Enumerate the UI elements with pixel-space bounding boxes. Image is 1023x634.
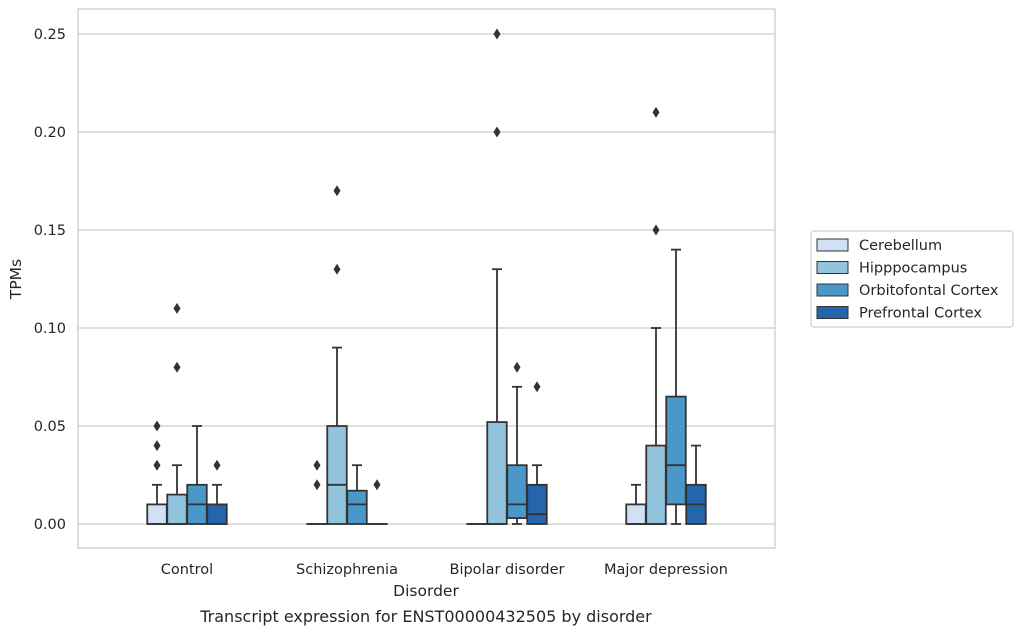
y-tick-label: 0.10 <box>34 321 66 337</box>
legend-swatch <box>816 283 849 297</box>
box-prefrontal-cortex <box>685 444 707 525</box>
x-tick-labels: Control Schizophrenia Bipolar disorder Majo… <box>161 562 728 578</box>
outlier-point <box>493 126 501 138</box>
box-hipppocampus <box>645 106 667 525</box>
outlier-point <box>493 28 501 40</box>
outlier-point <box>652 106 660 118</box>
box-rect <box>346 489 368 525</box>
outlier-point <box>513 361 521 373</box>
outlier-point <box>652 224 660 236</box>
boxes-layer <box>146 28 707 525</box>
outlier-point <box>313 459 321 471</box>
box-orbitofontal-cortex <box>506 361 528 525</box>
legend-label: Orbitofontal Cortex <box>859 283 999 299</box>
outlier-point <box>173 361 181 373</box>
box-hipppocampus <box>326 185 348 525</box>
x-tick-label: Schizophrenia <box>296 562 398 578</box>
y-tick-label: 0.05 <box>34 419 66 435</box>
outlier-point <box>373 479 381 491</box>
plot-frame <box>77 8 776 549</box>
box-rect <box>645 444 667 525</box>
legend-label: Cerebellum <box>859 238 942 254</box>
outlier-point <box>173 302 181 314</box>
box-rect <box>166 493 188 525</box>
x-tick-label: Bipolar disorder <box>450 562 565 578</box>
box-hipppocampus <box>486 28 508 525</box>
box-rect <box>206 503 228 525</box>
y-tick-label: 0.25 <box>34 27 66 43</box>
box-cerebellum <box>306 459 328 525</box>
legend-swatch <box>816 238 849 252</box>
outlier-point <box>153 459 161 471</box>
box-rect <box>625 503 647 525</box>
y-tick-label: 0.20 <box>34 125 66 141</box>
box-hipppocampus <box>166 302 188 525</box>
box-rect <box>326 425 348 525</box>
outlier-point <box>333 185 341 197</box>
outlier-point <box>213 459 221 471</box>
box-rect <box>665 395 687 506</box>
outlier-point <box>153 420 161 432</box>
box-orbitofontal-cortex <box>346 464 368 525</box>
box-cerebellum <box>146 420 168 525</box>
box-cerebellum <box>625 483 647 525</box>
legend-label: Hipppocampus <box>859 261 967 277</box>
y-tick-label: 0.15 <box>34 223 66 239</box>
box-rect <box>506 464 528 520</box>
x-tick-label: Major depression <box>604 562 728 578</box>
legend-frame <box>810 230 1014 328</box>
box-prefrontal-cortex <box>526 381 548 525</box>
box-prefrontal-cortex <box>206 459 228 525</box>
y-tick-labels: 0.00 0.05 0.10 0.15 0.20 0.25 <box>34 27 66 533</box>
legend-swatch <box>816 261 849 274</box>
x-tick-label: Control <box>161 562 213 578</box>
legend: Cerebellum Hipppocampus Orbitofontal Corte… <box>810 230 1014 328</box>
box-orbitofontal-cortex <box>186 425 208 525</box>
outlier-point <box>313 479 321 491</box>
box-prefrontal-cortex <box>366 479 388 525</box>
outlier-point <box>533 381 541 393</box>
box-rect <box>486 421 508 525</box>
legend-swatch <box>816 306 849 319</box>
box-orbitofontal-cortex <box>665 248 687 525</box>
y-tick-label: 0.00 <box>34 517 66 533</box>
legend-label: Prefrontal Cortex <box>859 306 982 322</box>
y-axis-title: TPMs <box>7 259 25 300</box>
chart-caption: Transcript expression for ENST0000043250… <box>199 607 652 626</box>
outlier-point <box>333 263 341 275</box>
x-axis-title: Disorder <box>393 582 459 600</box>
box-rect <box>146 503 168 525</box>
box-rect <box>526 483 548 525</box>
outlier-point <box>153 440 161 452</box>
